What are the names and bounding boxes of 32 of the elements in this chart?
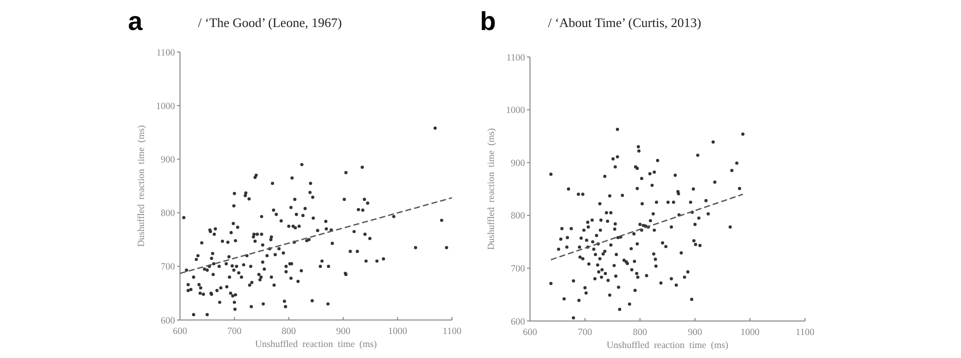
chart-title: / ‘About Time’ (Curtis, 2013) bbox=[548, 15, 702, 30]
text: b bbox=[480, 6, 496, 36]
text: a bbox=[128, 6, 143, 36]
y-tick-label: 700 bbox=[510, 264, 526, 275]
x-tick-label: 600 bbox=[172, 327, 188, 337]
y-tick-label: 1100 bbox=[156, 48, 176, 58]
x-tick-label: 900 bbox=[688, 328, 702, 338]
x-tick-label: 800 bbox=[632, 328, 648, 338]
y-tick-label: 800 bbox=[160, 209, 176, 220]
y-tick-label: 900 bbox=[160, 156, 176, 166]
x-axis-title: Unshuffled reaction time (ms) bbox=[606, 341, 728, 351]
x-tick-label: 800 bbox=[282, 327, 296, 337]
y-tick-label: 1100 bbox=[506, 53, 526, 64]
y-tick-label: 700 bbox=[160, 262, 176, 273]
x-tick-label: 1000 bbox=[388, 327, 408, 337]
y-tick-label: 1000 bbox=[156, 102, 176, 112]
y-tick-label: 600 bbox=[160, 316, 176, 326]
x-tick-label: 1100 bbox=[442, 327, 462, 337]
chart-title: / ‘The Good’ (Leone, 1967) bbox=[198, 15, 342, 30]
y-tick-label: 800 bbox=[510, 212, 526, 222]
y-axis-title: Dushuffled reaction time (ms) bbox=[137, 125, 147, 247]
x-tick-label: 1100 bbox=[796, 328, 815, 338]
y-tick-label: 600 bbox=[510, 317, 526, 328]
x-tick-label: 1000 bbox=[740, 328, 760, 338]
x-tick-label: 700 bbox=[578, 328, 592, 338]
y-axis-title: Dushuffled reaction time (ms) bbox=[487, 128, 497, 250]
x-axis-title: Unshuffled reaction time (ms) bbox=[255, 340, 377, 350]
y-tick-label: 900 bbox=[510, 158, 526, 169]
x-tick-label: 900 bbox=[336, 327, 351, 337]
y-tick-label: 1000 bbox=[506, 106, 526, 116]
x-tick-label: 700 bbox=[227, 327, 242, 337]
x-tick-label: 600 bbox=[522, 328, 538, 338]
